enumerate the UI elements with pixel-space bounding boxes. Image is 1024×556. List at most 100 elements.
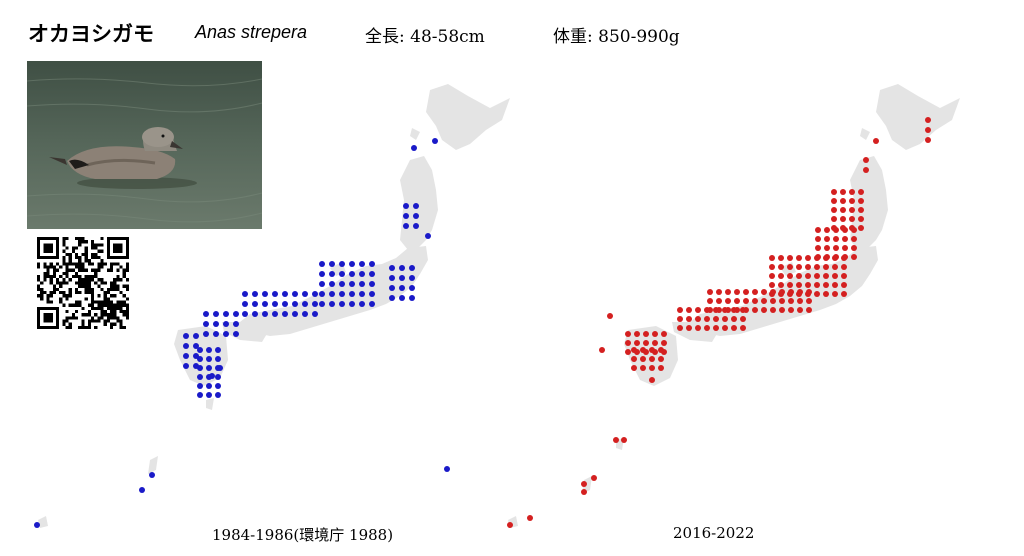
sighting-dot-1984-1986 — [369, 271, 375, 277]
sighting-dot-2016-2022 — [652, 340, 658, 346]
sighting-dot-1984-1986 — [252, 301, 258, 307]
sighting-dot-2016-2022 — [796, 273, 802, 279]
sighting-dot-2016-2022 — [925, 117, 931, 123]
sighting-dot-2016-2022 — [769, 264, 775, 270]
distribution-map-2016-2022 — [507, 84, 960, 528]
sighting-dot-1984-1986 — [197, 365, 203, 371]
sighting-dot-2016-2022 — [833, 236, 839, 242]
sighting-dot-1984-1986 — [413, 203, 419, 209]
sighting-dot-2016-2022 — [814, 291, 820, 297]
sighting-dot-2016-2022 — [858, 225, 864, 231]
sighting-dot-1984-1986 — [425, 233, 431, 239]
sighting-dot-1984-1986 — [223, 331, 229, 337]
sighting-dot-1984-1986 — [209, 373, 215, 379]
sighting-dot-1984-1986 — [349, 271, 355, 277]
sighting-dot-1984-1986 — [34, 522, 40, 528]
sighting-dot-1984-1986 — [206, 365, 212, 371]
sighting-dot-1984-1986 — [359, 291, 365, 297]
sighting-dot-2016-2022 — [849, 198, 855, 204]
sighting-dot-1984-1986 — [339, 291, 345, 297]
sighting-dot-2016-2022 — [779, 289, 785, 295]
sighting-dot-1984-1986 — [389, 295, 395, 301]
sighting-dot-1984-1986 — [312, 311, 318, 317]
sighting-dot-1984-1986 — [242, 291, 248, 297]
sighting-dot-2016-2022 — [607, 313, 613, 319]
sighting-dot-2016-2022 — [788, 289, 794, 295]
sighting-dot-2016-2022 — [713, 307, 719, 313]
sighting-dot-1984-1986 — [329, 261, 335, 267]
sighting-dot-2016-2022 — [787, 255, 793, 261]
sighting-dot-1984-1986 — [262, 291, 268, 297]
sighting-dot-2016-2022 — [731, 307, 737, 313]
sighting-dot-2016-2022 — [752, 289, 758, 295]
sighting-dot-2016-2022 — [704, 325, 710, 331]
sighting-dot-1984-1986 — [203, 321, 209, 327]
sighting-dot-2016-2022 — [849, 207, 855, 213]
sighting-dot-2016-2022 — [740, 316, 746, 322]
sighting-dot-1984-1986 — [292, 291, 298, 297]
sighting-dot-2016-2022 — [743, 298, 749, 304]
sighting-dot-2016-2022 — [831, 207, 837, 213]
sighting-dot-2016-2022 — [769, 282, 775, 288]
sighting-dot-1984-1986 — [329, 271, 335, 277]
sighting-dot-2016-2022 — [631, 347, 637, 353]
sighting-dot-1984-1986 — [369, 261, 375, 267]
sighting-dot-2016-2022 — [823, 273, 829, 279]
sighting-dot-1984-1986 — [206, 383, 212, 389]
sighting-dot-2016-2022 — [778, 273, 784, 279]
sighting-dot-2016-2022 — [778, 255, 784, 261]
sighting-dot-2016-2022 — [851, 245, 857, 251]
sighting-dot-1984-1986 — [329, 301, 335, 307]
sighting-dot-2016-2022 — [643, 331, 649, 337]
qr-code[interactable] — [37, 237, 129, 329]
sighting-dot-2016-2022 — [788, 307, 794, 313]
sighting-dot-2016-2022 — [858, 189, 864, 195]
sighting-dot-1984-1986 — [339, 281, 345, 287]
sighting-dot-2016-2022 — [686, 316, 692, 322]
sighting-dot-2016-2022 — [677, 316, 683, 322]
sighting-dot-2016-2022 — [815, 245, 821, 251]
sighting-dot-2016-2022 — [841, 255, 847, 261]
sighting-dot-2016-2022 — [832, 291, 838, 297]
sighting-dot-2016-2022 — [761, 298, 767, 304]
sighting-dot-2016-2022 — [631, 356, 637, 362]
sighting-dot-1984-1986 — [215, 356, 221, 362]
sighting-dot-1984-1986 — [183, 343, 189, 349]
sighting-dot-2016-2022 — [863, 157, 869, 163]
sighting-dot-2016-2022 — [740, 307, 746, 313]
sighting-dot-2016-2022 — [643, 340, 649, 346]
sighting-dot-2016-2022 — [652, 331, 658, 337]
sighting-dot-1984-1986 — [213, 331, 219, 337]
sighting-dot-2016-2022 — [787, 273, 793, 279]
sighting-dot-1984-1986 — [215, 392, 221, 398]
sighting-dot-2016-2022 — [832, 282, 838, 288]
sighting-dot-2016-2022 — [788, 298, 794, 304]
sighting-dot-2016-2022 — [752, 307, 758, 313]
sighting-dot-1984-1986 — [242, 311, 248, 317]
sighting-dot-2016-2022 — [716, 289, 722, 295]
gadwall-duck-photo — [27, 61, 262, 229]
sighting-dot-1984-1986 — [217, 365, 223, 371]
sighting-dot-2016-2022 — [840, 198, 846, 204]
sighting-dot-1984-1986 — [319, 281, 325, 287]
sighting-dot-2016-2022 — [778, 282, 784, 288]
species-scientific-name: Anas strepera — [195, 22, 308, 42]
sighting-dot-2016-2022 — [661, 331, 667, 337]
sighting-dot-2016-2022 — [677, 307, 683, 313]
sighting-dot-2016-2022 — [805, 255, 811, 261]
sighting-dot-2016-2022 — [824, 245, 830, 251]
sighting-dot-2016-2022 — [831, 216, 837, 222]
sighting-dot-1984-1986 — [369, 291, 375, 297]
sighting-dot-2016-2022 — [770, 298, 776, 304]
sighting-dot-1984-1986 — [349, 261, 355, 267]
sighting-dot-2016-2022 — [841, 264, 847, 270]
sighting-dot-2016-2022 — [725, 298, 731, 304]
sighting-dot-1984-1986 — [282, 291, 288, 297]
sighting-dot-1984-1986 — [413, 213, 419, 219]
sighting-dot-2016-2022 — [581, 489, 587, 495]
sighting-dot-1984-1986 — [403, 223, 409, 229]
sighting-dot-1984-1986 — [302, 301, 308, 307]
sighting-dot-1984-1986 — [399, 265, 405, 271]
sighting-dot-2016-2022 — [752, 298, 758, 304]
sighting-dot-2016-2022 — [849, 216, 855, 222]
